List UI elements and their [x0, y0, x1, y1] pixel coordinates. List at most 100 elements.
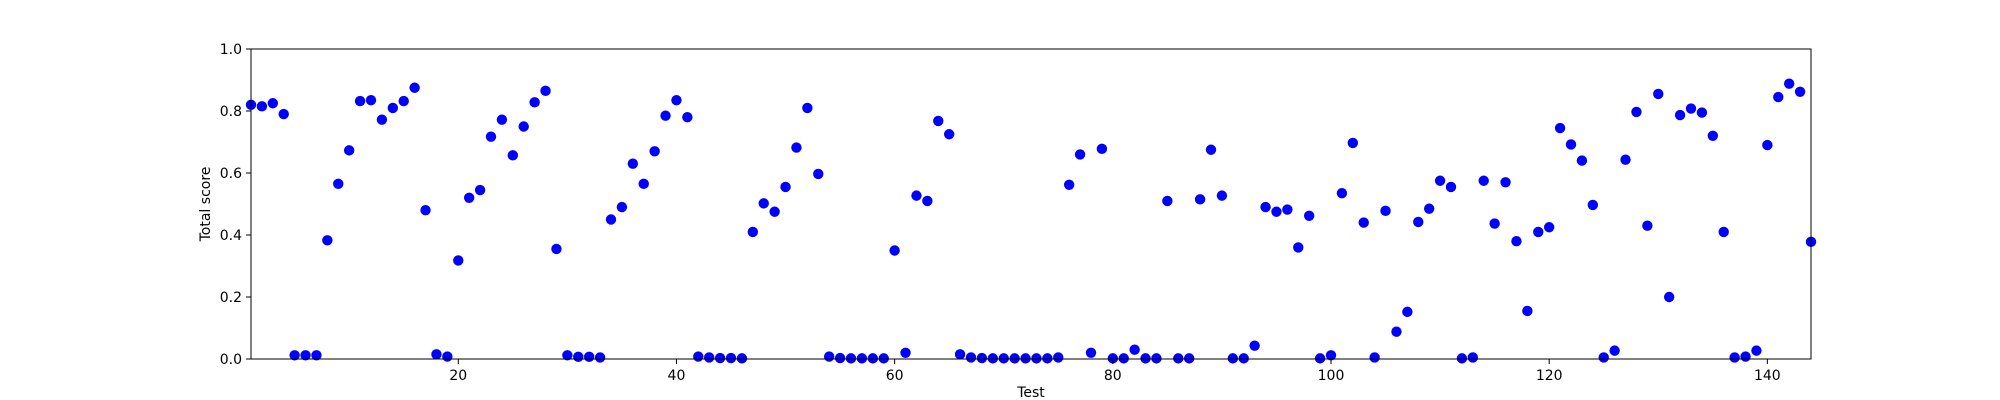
- axes-frame: [250, 48, 1812, 360]
- data-point-89: [1205, 144, 1217, 155]
- data-point-50: [780, 181, 791, 193]
- data-point-81: [1118, 353, 1129, 364]
- data-point-59: [878, 353, 889, 364]
- data-point-46: [736, 353, 748, 364]
- data-point-30: [562, 350, 573, 361]
- data-point-6: [300, 350, 311, 361]
- data-point-12: [365, 94, 377, 106]
- data-point-34: [605, 214, 617, 225]
- data-point-142: [1783, 78, 1795, 89]
- data-point-132: [1674, 109, 1686, 121]
- y-tick-label: 0.2: [220, 290, 242, 306]
- data-point-122: [1565, 139, 1577, 150]
- data-point-58: [867, 353, 879, 364]
- data-point-135: [1707, 130, 1719, 141]
- data-point-79: [1096, 143, 1108, 155]
- data-point-110: [1434, 175, 1446, 186]
- data-point-117: [1511, 236, 1522, 247]
- points-layer: [245, 78, 1817, 364]
- data-point-23: [485, 131, 497, 142]
- y-tick-label: 0.8: [220, 104, 242, 120]
- data-point-54: [823, 351, 835, 362]
- data-point-11: [354, 95, 366, 107]
- data-point-141: [1773, 91, 1784, 103]
- x-tick-label: 80: [1104, 368, 1122, 384]
- y-tick-label: 1.0: [220, 42, 242, 58]
- data-point-104: [1369, 352, 1380, 363]
- data-point-133: [1685, 103, 1697, 114]
- data-point-25: [507, 150, 519, 161]
- data-point-67: [965, 352, 977, 363]
- x-tick-label: 40: [668, 368, 686, 384]
- y-tick-label: 0.0: [220, 352, 242, 368]
- data-point-61: [900, 347, 911, 358]
- data-point-95: [1271, 206, 1282, 217]
- data-point-66: [954, 349, 966, 360]
- data-point-29: [551, 243, 562, 255]
- data-point-125: [1598, 352, 1609, 363]
- data-point-105: [1380, 205, 1391, 217]
- y-axis-label: Total score: [198, 167, 214, 243]
- data-point-78: [1085, 347, 1097, 358]
- data-point-103: [1358, 217, 1369, 228]
- data-point-57: [856, 353, 868, 364]
- data-point-42: [693, 351, 704, 362]
- x-tick-label: 100: [1318, 368, 1345, 384]
- data-point-9: [333, 178, 344, 190]
- data-point-31: [573, 351, 584, 363]
- data-point-10: [343, 145, 355, 156]
- data-point-80: [1107, 353, 1119, 364]
- data-point-129: [1642, 220, 1653, 231]
- data-point-96: [1282, 204, 1293, 215]
- data-point-18: [431, 349, 442, 360]
- data-point-107: [1402, 306, 1413, 318]
- data-point-123: [1576, 155, 1588, 166]
- data-point-102: [1347, 137, 1359, 149]
- data-point-17: [420, 205, 431, 216]
- data-point-99: [1314, 353, 1326, 364]
- data-point-16: [409, 82, 420, 93]
- data-point-91: [1227, 353, 1239, 364]
- data-point-53: [813, 168, 824, 180]
- data-point-45: [725, 352, 737, 364]
- data-point-101: [1336, 187, 1348, 199]
- data-point-24: [496, 114, 508, 125]
- data-point-28: [540, 85, 551, 97]
- data-point-64: [933, 115, 944, 127]
- data-point-65: [943, 129, 955, 140]
- x-tick-label: 60: [886, 368, 904, 384]
- data-point-98: [1303, 210, 1315, 221]
- data-point-136: [1718, 226, 1729, 238]
- data-point-76: [1063, 179, 1075, 190]
- data-point-139: [1751, 345, 1762, 356]
- data-point-27: [529, 97, 540, 108]
- data-point-75: [1053, 352, 1064, 363]
- x-ticks: 20 40 60 80 100 120 140: [449, 359, 1781, 384]
- data-point-140: [1762, 139, 1773, 151]
- data-point-62: [911, 190, 922, 201]
- data-point-121: [1554, 122, 1566, 134]
- data-point-72: [1020, 353, 1031, 364]
- data-point-137: [1729, 352, 1740, 363]
- data-point-47: [747, 226, 759, 238]
- data-point-37: [638, 178, 649, 190]
- data-point-43: [703, 352, 715, 363]
- data-point-20: [453, 255, 464, 266]
- data-point-63: [922, 195, 933, 207]
- data-point-7: [311, 350, 322, 361]
- data-point-38: [649, 146, 660, 157]
- data-point-92: [1238, 353, 1249, 364]
- data-point-3: [267, 98, 279, 109]
- data-point-90: [1216, 190, 1228, 201]
- data-point-100: [1325, 350, 1337, 361]
- x-tick-label: 140: [1754, 368, 1781, 384]
- data-point-143: [1794, 86, 1806, 97]
- data-point-115: [1489, 218, 1500, 229]
- data-point-86: [1173, 353, 1184, 364]
- data-point-22: [474, 184, 486, 196]
- data-point-33: [594, 352, 606, 363]
- data-point-84: [1151, 353, 1162, 364]
- data-point-106: [1391, 326, 1402, 337]
- data-point-112: [1456, 353, 1468, 364]
